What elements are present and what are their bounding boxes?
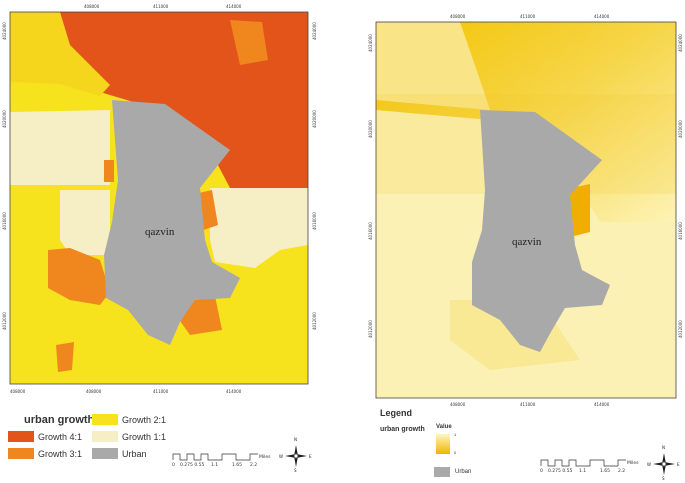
- left-growth-3-1-small-zone: [104, 160, 114, 182]
- legend-value-low: 0: [454, 450, 457, 455]
- right-scale-bar-graphic: [540, 459, 626, 467]
- right-x-tick-top: 411000: [520, 14, 536, 19]
- right-legend-title: Legend: [380, 408, 413, 418]
- legend-swatch-growth-4-1: [8, 431, 34, 442]
- right-y-tick: 4016000: [368, 222, 373, 240]
- legend-swatch-growth-3-1: [8, 448, 34, 459]
- left-scale-unit: Miles: [259, 455, 271, 460]
- left-city-label: qazvin: [145, 226, 175, 238]
- compass-icon: [653, 453, 675, 475]
- south-label: S: [294, 468, 297, 473]
- right-y-tick-right: 4012000: [678, 320, 683, 338]
- right-y-tick: 4012000: [368, 320, 373, 338]
- legend-label-growth-2-1: Growth 2:1: [122, 415, 167, 425]
- left-growth-1-1-zone: [10, 110, 110, 185]
- right-y-tick: 4020000: [368, 120, 373, 138]
- north-label: N: [294, 437, 297, 442]
- left-growth-1-1-east-zone: [210, 188, 308, 268]
- left-scale-bar-graphic: [172, 453, 258, 461]
- right-scale-label: 0: [540, 469, 543, 474]
- left-y-tick-right: 4024000: [312, 22, 317, 40]
- left-x-tick-bottom: 408000: [10, 389, 26, 394]
- left-x-tick-top: 408000: [84, 4, 100, 9]
- right-legend-subtitle: urban growth: [380, 426, 425, 433]
- left-growth-3-1-sse-zone: [56, 342, 74, 372]
- left-scale-label: 0.275 0.55: [180, 463, 205, 468]
- west-label: W: [279, 454, 283, 459]
- left-growth-1-1-mid-zone: [60, 190, 110, 255]
- right-y-tick-right: 4024000: [678, 34, 683, 52]
- left-y-tick-right: 4020000: [312, 110, 317, 128]
- left-y-tick-right: 4016000: [312, 212, 317, 230]
- right-x-tick-bottom: 408000: [450, 402, 466, 407]
- legend-gradient-swatch: [436, 434, 450, 454]
- legend-label-urban: Urban: [122, 449, 147, 459]
- right-x-tick-top: 408000: [450, 14, 466, 19]
- right-scale-unit: Miles: [627, 461, 639, 466]
- north-label: N: [662, 445, 665, 450]
- right-legend-urban-label: Urban: [455, 469, 472, 475]
- right-y-tick-right: 4020000: [678, 120, 683, 138]
- right-x-tick-bottom: 411000: [520, 402, 536, 407]
- right-scale-label: 1.65: [600, 469, 611, 474]
- south-label: S: [662, 476, 665, 481]
- legend-swatch-growth-1-1: [92, 431, 118, 442]
- left-scale-label: 2.2: [250, 463, 258, 468]
- right-urban-area: [472, 110, 610, 352]
- legend-label-growth-3-1: Growth 3:1: [38, 449, 83, 459]
- legend-swatch-urban: [434, 467, 450, 477]
- east-label: E: [309, 454, 312, 459]
- legend-label-growth-1-1: Growth 1:1: [122, 432, 167, 442]
- right-legend-value-label: Value: [436, 424, 452, 430]
- left-y-tick-right: 4012000: [312, 312, 317, 330]
- left-scale-label: 1.65: [232, 463, 243, 468]
- legend-swatch-growth-2-1: [92, 414, 118, 425]
- left-legend-title: urban growth: [24, 414, 95, 426]
- left-growth-3-1-ne-zone: [230, 20, 268, 65]
- right-scale-label: 2.2: [618, 469, 626, 474]
- right-city-label: qazvin: [512, 236, 542, 248]
- left-growth-3-1-sw-zone: [48, 248, 110, 305]
- right-mid-growth-zone: [376, 22, 490, 110]
- left-urban-area: [104, 100, 240, 345]
- legend-value-high: 1: [454, 432, 457, 437]
- left-y-tick: 4016000: [2, 212, 7, 230]
- right-x-tick-bottom: 414000: [594, 402, 610, 407]
- left-growth-4-1-zone: [10, 12, 308, 188]
- right-map-frame: [375, 21, 677, 399]
- right-x-tick-top: 414000: [594, 14, 610, 19]
- left-map-frame: [9, 11, 309, 385]
- left-scale-label: 1.1: [211, 463, 219, 468]
- left-y-tick: 4020000: [2, 110, 7, 128]
- right-y-tick: 4024000: [368, 34, 373, 52]
- left-y-tick: 4012000: [2, 312, 7, 330]
- left-y-tick: 4024000: [2, 22, 7, 40]
- left-growth-2-1-upper-zone: [10, 12, 110, 96]
- legend-swatch-urban: [92, 448, 118, 459]
- left-x-tick-bottom: 408000: [86, 389, 102, 394]
- right-scale-label: 1.1: [579, 469, 587, 474]
- left-x-tick-top: 414000: [226, 4, 242, 9]
- right-y-tick-right: 4016000: [678, 222, 683, 240]
- left-x-tick-top: 411000: [153, 4, 169, 9]
- west-label: W: [647, 462, 651, 467]
- compass-icon: [285, 445, 307, 467]
- legend-label-growth-4-1: Growth 4:1: [38, 432, 83, 442]
- left-scale-label: 0: [172, 463, 175, 468]
- east-label: E: [677, 462, 680, 467]
- left-x-tick-bottom: 414000: [226, 389, 242, 394]
- right-scale-label: 0.275 0.55: [548, 469, 573, 474]
- left-x-tick-bottom: 411000: [153, 389, 169, 394]
